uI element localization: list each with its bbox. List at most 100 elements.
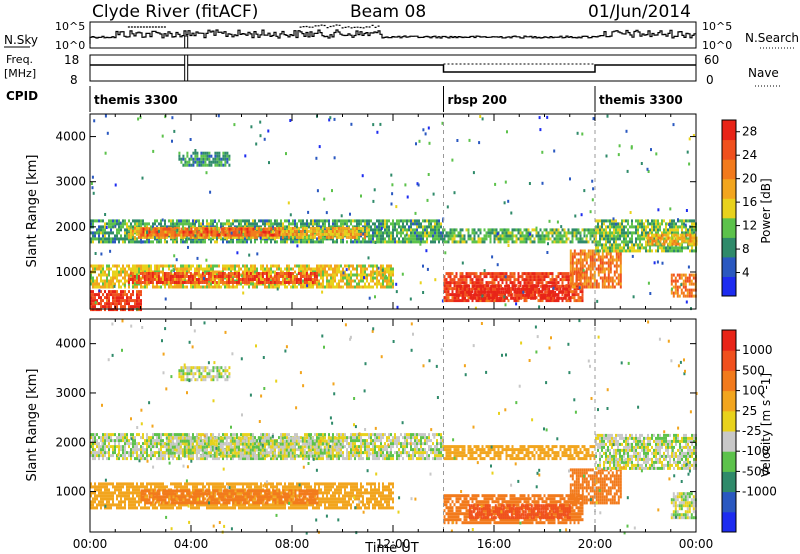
heatmap-cell <box>449 275 452 279</box>
heatmap-cell <box>396 231 398 235</box>
heatmap-cell <box>693 249 695 253</box>
heatmap-cell <box>689 242 692 246</box>
heatmap-cell <box>206 233 209 237</box>
heatmap-cell <box>447 293 450 297</box>
heatmap-cell <box>304 222 306 226</box>
heatmap-cell <box>412 231 414 235</box>
heatmap-cell <box>404 240 406 244</box>
heatmap-cell <box>465 228 468 232</box>
heatmap-cell <box>538 290 541 294</box>
heatmap-cell <box>372 264 374 268</box>
heatmap-cell <box>331 235 334 239</box>
heatmap-cell <box>453 281 456 285</box>
heatmap-cell <box>392 222 394 226</box>
heatmap-cell <box>577 293 580 297</box>
heatmap-cell <box>204 267 206 271</box>
heatmap-cell <box>619 282 622 286</box>
heatmap-cell <box>641 228 643 232</box>
heatmap-cell <box>317 226 320 230</box>
heatmap-cell <box>165 281 168 284</box>
heatmap-cell <box>196 264 198 268</box>
heatmap-cell <box>410 228 412 232</box>
heatmap-cell <box>139 235 142 239</box>
heatmap-cell <box>206 285 208 289</box>
heatmap-cell <box>162 267 164 271</box>
heatmap-cell <box>665 246 667 250</box>
heatmap-cell <box>647 233 650 237</box>
heatmap-cell <box>245 272 248 275</box>
heatmap-cell <box>483 228 486 232</box>
heatmap-cell <box>493 231 496 235</box>
heatmap-cell <box>495 284 498 288</box>
heatmap-cell <box>122 240 124 244</box>
heatmap-cell <box>128 299 130 303</box>
heatmap-cell <box>295 278 298 281</box>
heatmap-cell <box>553 231 556 235</box>
heatmap-cell <box>519 275 522 279</box>
heatmap-cell <box>350 264 352 268</box>
heatmap-cell <box>461 281 464 285</box>
heatmap-cell <box>440 222 442 226</box>
heatmap-cell <box>233 272 236 275</box>
heatmap-cell <box>269 281 272 284</box>
heatmap-cell <box>535 272 538 276</box>
heatmap-cell <box>195 281 198 284</box>
heatmap-cell <box>273 275 276 278</box>
heatmap-cell <box>513 281 516 285</box>
heatmap-cell <box>557 237 560 241</box>
heatmap-cell <box>293 278 296 281</box>
heatmap-cell <box>573 282 576 286</box>
heatmap-cell <box>573 228 576 232</box>
heatmap-cell <box>264 285 266 289</box>
heatmap-cell <box>163 281 166 284</box>
heatmap-cell <box>382 231 384 235</box>
heatmap-cell <box>667 222 669 226</box>
heatmap-cell <box>611 261 614 265</box>
heatmap-cell <box>128 290 130 294</box>
heatmap-cell <box>313 235 316 239</box>
heatmap-cell <box>190 267 192 271</box>
heatmap-cell <box>186 230 189 234</box>
heatmap-cell <box>102 219 104 223</box>
heatmap-cell <box>571 273 574 277</box>
heatmap-cell <box>384 225 386 229</box>
heatmap-cell <box>147 235 150 239</box>
heatmap-cell <box>396 219 398 223</box>
heatmap-cell <box>179 281 182 284</box>
heatmap-cell <box>272 225 274 229</box>
heatmap-cell <box>539 272 542 276</box>
heatmap-cell <box>470 290 473 294</box>
heatmap-cell <box>482 284 485 288</box>
heatmap-cell <box>593 270 596 274</box>
heatmap-cell <box>94 264 96 268</box>
heatmap-cell <box>108 308 110 312</box>
heatmap-cell <box>629 246 631 250</box>
heatmap-cell <box>215 275 218 278</box>
heatmap-cell <box>577 275 580 279</box>
heatmap-cell <box>320 282 322 286</box>
heatmap-cell <box>102 293 104 297</box>
heatmap-cell <box>499 275 502 279</box>
heatmap-cell <box>402 240 404 244</box>
heatmap-cell <box>438 222 440 226</box>
heatmap-cell <box>566 287 569 291</box>
heatmap-cell <box>322 282 324 286</box>
heatmap-cell <box>335 229 338 233</box>
heatmap-cell <box>315 226 318 230</box>
heatmap-cell <box>585 252 588 256</box>
heatmap-cell <box>680 276 683 280</box>
heatmap-cell <box>575 279 578 283</box>
heatmap-cell <box>272 264 274 268</box>
heatmap-cell <box>156 230 159 234</box>
heatmap-cell <box>201 281 204 284</box>
heatmap-cell <box>262 233 265 237</box>
heatmap-cell <box>324 219 326 223</box>
heatmap-cell <box>289 272 292 275</box>
heatmap-cell <box>90 276 92 280</box>
heatmap-cell <box>106 305 108 309</box>
heatmap-cell <box>621 228 623 232</box>
heatmap-cell <box>112 219 114 223</box>
heatmap-cell <box>260 276 262 280</box>
heatmap-cell <box>234 227 237 231</box>
heatmap-cell <box>287 232 290 236</box>
